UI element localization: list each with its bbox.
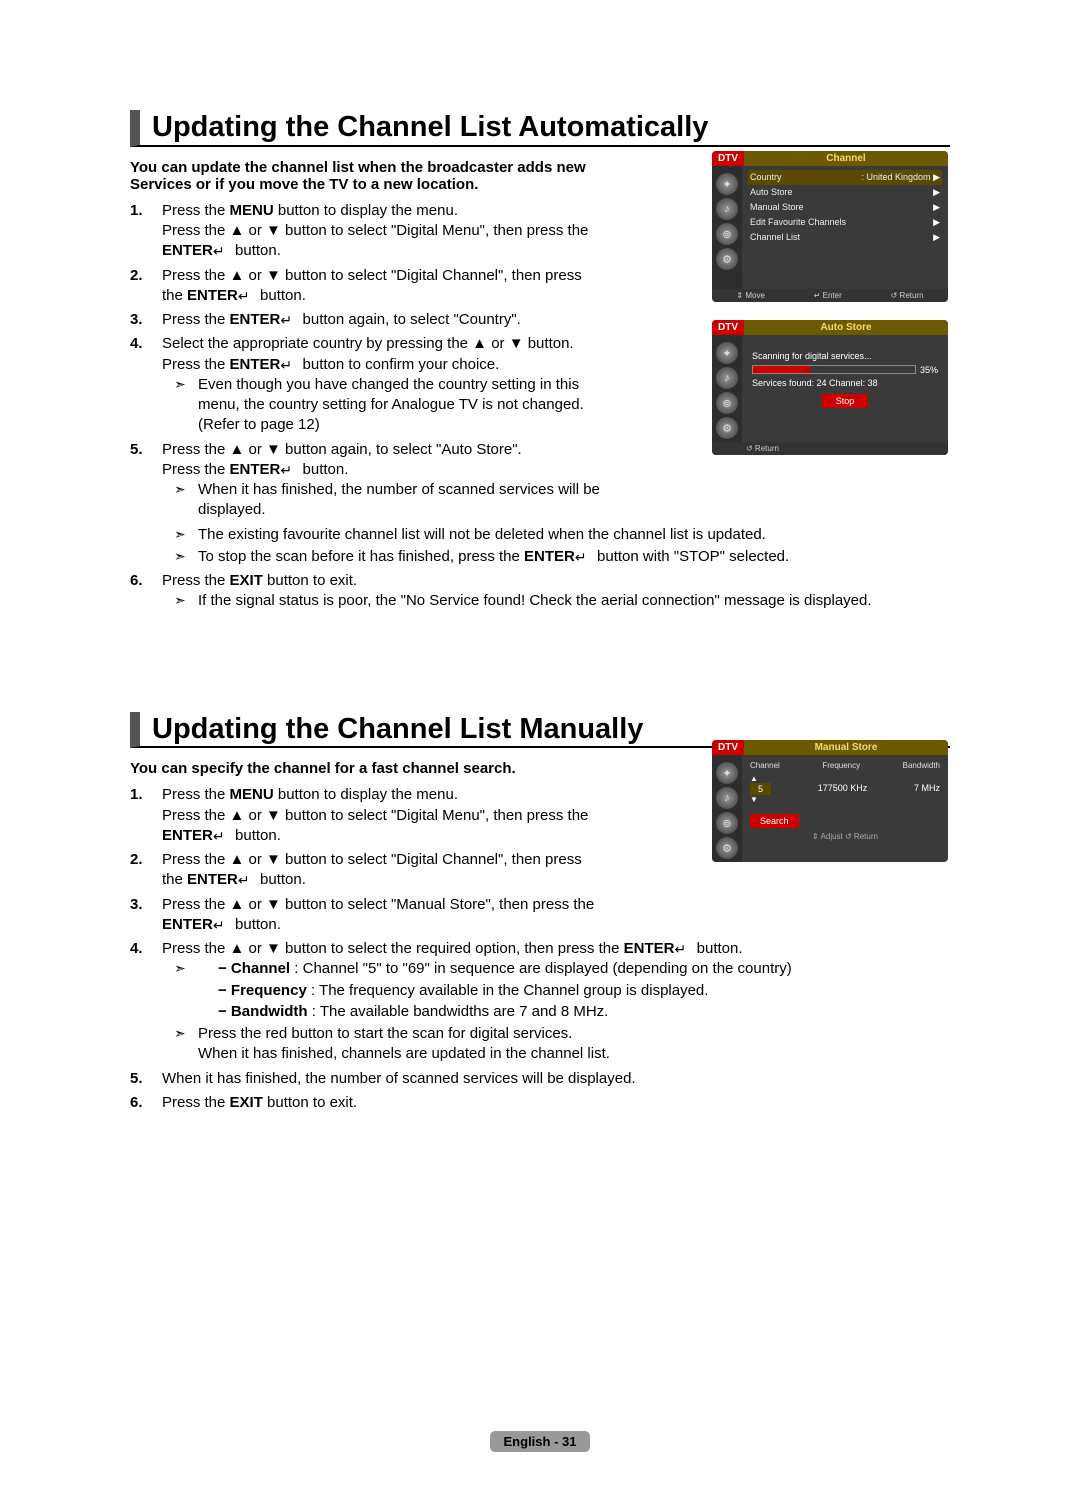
channel-icon: ⊚ [716,812,738,834]
menu-country[interactable]: Country: United Kingdom ▶ [748,170,942,185]
progress-pct: 35% [920,365,938,375]
enter-icon [238,874,256,886]
sound-icon: ♪ [716,787,738,809]
enter-icon [280,464,298,476]
search-button[interactable]: Search [750,814,799,828]
panel-title: Auto Store [744,320,948,335]
panel-title: Manual Store [744,740,948,755]
scan-label: Scanning for digital services... [752,351,938,361]
panel-icons: ✦ ♪ ⊚ ⚙ [712,166,742,289]
dtv-badge: DTV [712,740,744,755]
panel-icons: ✦ ♪ ⊚ ⚙ [712,335,742,442]
sound-icon: ♪ [716,367,738,389]
tv-panel-manualstore: DTV Manual Store ✦ ♪ ⊚ ⚙ Channel Frequen… [712,740,948,862]
tv-panel-channel: DTV Channel ✦ ♪ ⊚ ⚙ Country: United King… [712,151,948,302]
menu-manualstore[interactable]: Manual Store▶ [748,200,942,215]
menu-editfav[interactable]: Edit Favourite Channels▶ [748,215,942,230]
channel-icon: ⊚ [716,223,738,245]
section1-intro: You can update the channel list when the… [130,159,590,193]
progress-bar [752,365,916,374]
enter-icon [674,943,692,955]
sound-icon: ♪ [716,198,738,220]
enter-icon [280,359,298,371]
enter-icon [238,290,256,302]
enter-icon [213,919,231,931]
bandwidth-value: 7 MHz [914,783,940,795]
dtv-badge: DTV [712,151,744,166]
channel-icon: ⊚ [716,392,738,414]
picture-icon: ✦ [716,342,738,364]
enter-icon [213,830,231,842]
setup-icon: ⚙ [716,417,738,439]
section2-intro: You can specify the channel for a fast c… [130,760,590,777]
page-footer: English - 31 [0,1431,1080,1452]
panel-icons: ✦ ♪ ⊚ ⚙ [712,755,742,862]
panel-title: Channel [744,151,948,166]
menu-autostore[interactable]: Auto Store▶ [748,185,942,200]
picture-icon: ✦ [716,173,738,195]
page-number: English - 31 [490,1431,591,1452]
services-found: Services found: 24 Channel: 38 [752,378,938,388]
setup-icon: ⚙ [716,837,738,859]
dtv-badge: DTV [712,320,744,335]
enter-icon [280,314,298,326]
channel-value[interactable]: 5 [750,783,771,795]
stop-button[interactable]: Stop [822,394,869,408]
picture-icon: ✦ [716,762,738,784]
frequency-value: 177500 KHz [818,783,868,795]
tv-panel-autostore: DTV Auto Store ✦ ♪ ⊚ ⚙ Scanning for digi… [712,320,948,455]
section1-title: Updating the Channel List Automatically [130,110,950,147]
menu-chlist[interactable]: Channel List▶ [748,230,942,245]
setup-icon: ⚙ [716,248,738,270]
enter-icon [575,551,593,563]
enter-icon [213,245,231,257]
